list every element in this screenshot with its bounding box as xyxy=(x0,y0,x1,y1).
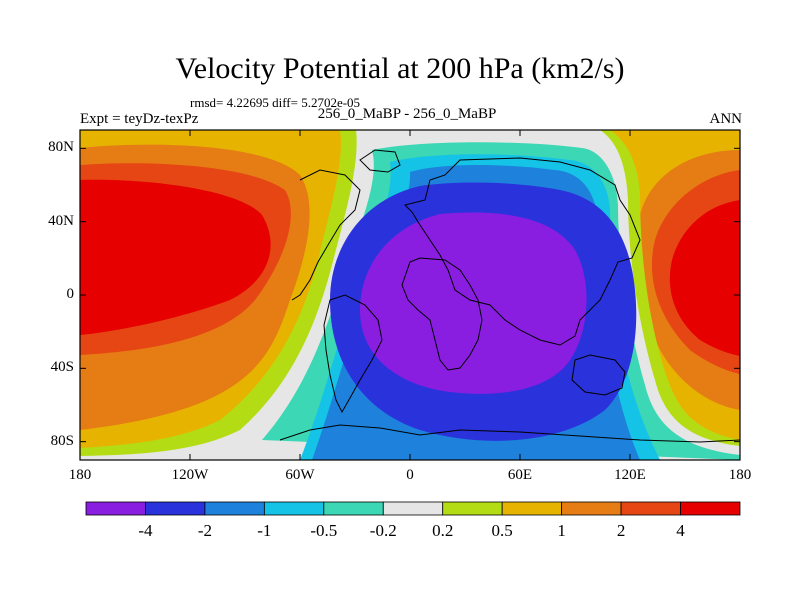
colorbar-swatch xyxy=(323,501,384,516)
colorbar-swatch xyxy=(204,501,265,516)
positive-lobe-east xyxy=(636,150,740,410)
coastline-south-america xyxy=(323,294,383,414)
colorbar-label: -2 xyxy=(197,521,212,540)
colorbar-swatch xyxy=(680,501,741,516)
season-label: ANN xyxy=(709,111,743,127)
coastline-africa xyxy=(401,257,483,371)
colorbar-label: 0.5 xyxy=(491,521,513,540)
case-label: 256_0_MaBP - 256_0_MaBP xyxy=(317,106,497,122)
y-tick-label: 80S xyxy=(50,432,74,449)
x-tick-label: 180 xyxy=(68,467,92,483)
x-tick-label: 60E xyxy=(507,467,533,483)
coastline-antarctica xyxy=(279,424,740,443)
coastline-eurasia xyxy=(404,157,641,346)
axis-ticks xyxy=(79,130,741,460)
x-tick-label: 120E xyxy=(614,467,646,483)
colorbar-swatch xyxy=(620,501,681,516)
colorbar-label: 4 xyxy=(676,521,685,540)
colorbar-label: -0.5 xyxy=(310,521,338,540)
y-tick-label: 80N xyxy=(48,139,74,156)
y-tick-label: 0 xyxy=(66,286,75,302)
x-tick-label: 60W xyxy=(285,467,315,483)
colorbar-swatch xyxy=(145,501,206,516)
coastline-north-america-east xyxy=(291,169,361,301)
contour-fill-min xyxy=(360,212,587,394)
colorbar-swatch xyxy=(442,501,503,516)
colorbar-label: 2 xyxy=(616,521,626,540)
positive-lobe-west xyxy=(80,144,310,430)
colorbar xyxy=(85,501,741,516)
coastline-greenland xyxy=(359,149,401,173)
x-tick-label: 0 xyxy=(406,467,414,483)
colorbar-label: -1 xyxy=(257,521,272,540)
x-tick-label: 120W xyxy=(171,467,209,483)
colorbar-swatch xyxy=(263,501,325,516)
colorbar-label: 1 xyxy=(557,521,566,540)
colorbar-swatch xyxy=(561,501,622,516)
y-tick-label: 40S xyxy=(50,359,74,376)
colorbar-label: -4 xyxy=(138,521,153,540)
colorbar-label: -0.2 xyxy=(369,521,397,540)
coastlines xyxy=(279,149,740,443)
contour-field xyxy=(80,130,740,460)
colorbar-label: 0.2 xyxy=(432,521,454,540)
chart-title: Velocity Potential at 200 hPa (km2/s) xyxy=(175,52,625,85)
contour-fill-max xyxy=(669,200,740,356)
colorbar-swatch xyxy=(382,501,444,516)
coastline-australia xyxy=(571,354,626,396)
y-tick-label: 40N xyxy=(48,212,74,229)
rmsd-diff-stats: rmsd= 4.22695 diff= 5.2702e-05 xyxy=(190,95,361,110)
colorbar-swatch xyxy=(501,501,563,516)
contour-fill-max xyxy=(80,179,271,335)
experiment-label: Expt = teyDz-texPz xyxy=(80,111,199,127)
negative-region xyxy=(80,130,740,460)
colorbar-swatch xyxy=(85,501,146,516)
x-tick-label: 180 xyxy=(728,467,752,483)
